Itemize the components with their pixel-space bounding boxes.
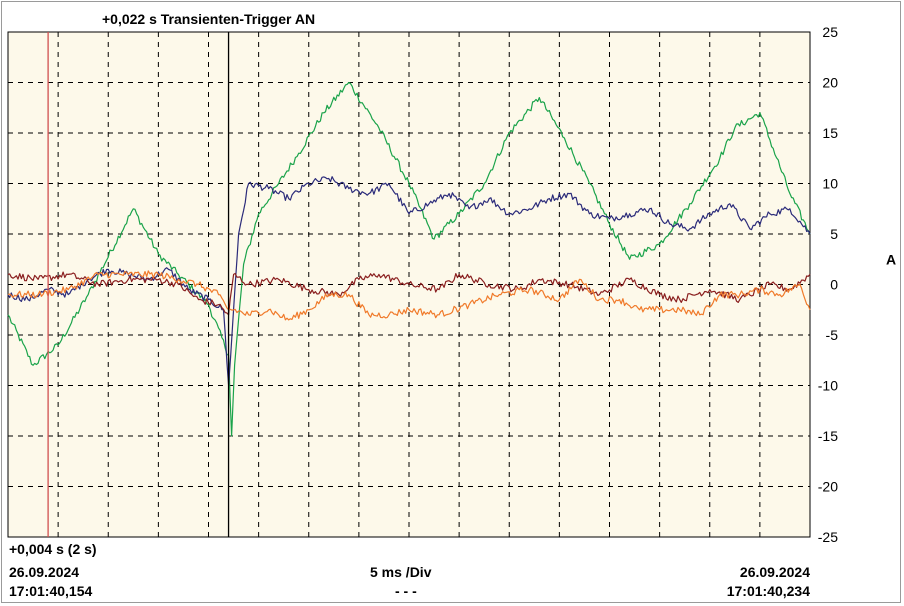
end-time-label: 17:01:40,234 <box>726 583 810 599</box>
start-time-label: 17:01:40,154 <box>9 583 93 599</box>
start-date-label: 26.09.2024 <box>9 564 80 580</box>
grid-lines <box>8 32 810 537</box>
y-tick-label: 0 <box>830 277 838 293</box>
y-tick-label: -20 <box>818 479 838 495</box>
series-maroon-line <box>7 271 811 316</box>
y-axis-unit-label: A <box>886 251 896 267</box>
y-tick-label: -25 <box>818 529 838 545</box>
cursor-time-label: +0,004 s (2 s) <box>9 541 97 557</box>
y-tick-label: 20 <box>822 75 838 91</box>
cursor-layer[interactable] <box>47 32 230 537</box>
end-date-label: 26.09.2024 <box>739 564 810 580</box>
timebase-label: 5 ms /Div <box>370 564 432 580</box>
y-tick-label: -5 <box>826 327 839 343</box>
series-layer <box>7 81 811 437</box>
y-tick-label: 10 <box>822 176 838 192</box>
series-navy-line <box>7 176 811 387</box>
y-tick-label: 5 <box>830 226 838 242</box>
y-tick-label: 15 <box>822 125 838 141</box>
y-tick-label: -10 <box>818 378 838 394</box>
trigger-status-label: +0,022 s Transienten-Trigger AN <box>102 11 316 27</box>
series-orange-line <box>7 270 811 321</box>
y-tick-label: 25 <box>822 24 838 40</box>
y-tick-label: -15 <box>818 428 838 444</box>
y-tick-labels: 25 20 15 10 5 0 -5 -10 -15 -20 -25 <box>818 24 838 545</box>
center-dashes-label: - - - <box>395 583 417 599</box>
